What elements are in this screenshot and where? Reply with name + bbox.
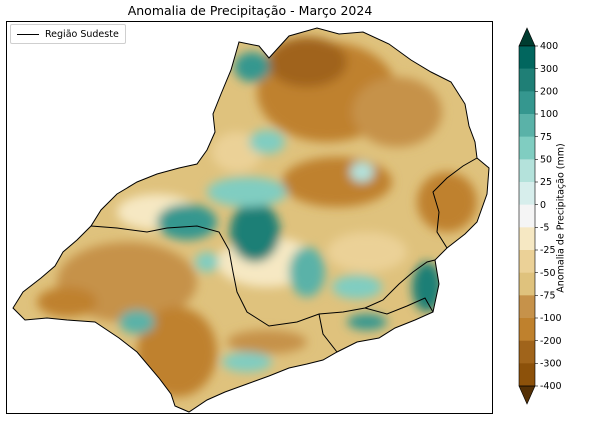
colorbar-ticks: 400 300 200 100 75 50 25 0 -5 -25 -50 -75 -100 -200 -3… bbox=[535, 41, 562, 392]
colorbar-band bbox=[519, 227, 535, 251]
colorbar-band bbox=[519, 68, 535, 92]
colorbar-outline bbox=[518, 45, 536, 387]
colorbar-tick-label: -25 bbox=[540, 245, 556, 256]
map-title: Anomalia de Precipitação - Março 2024 bbox=[127, 3, 373, 18]
colorbar-band bbox=[519, 272, 535, 296]
state-borders bbox=[12, 27, 490, 413]
colorbar-tick-label: 25 bbox=[540, 177, 552, 188]
colorbar-band bbox=[519, 250, 535, 273]
colorbar-band bbox=[519, 340, 535, 364]
colorbar-tick-label: 50 bbox=[540, 155, 552, 166]
colorbar-band bbox=[519, 182, 535, 205]
colorbar-extend-max bbox=[518, 27, 536, 47]
colorbar-tick-label: 0 bbox=[540, 200, 546, 211]
colorbar-swatches bbox=[518, 27, 536, 405]
colorbar-tick-label: -200 bbox=[540, 336, 562, 347]
colorbar-tick-label: 400 bbox=[540, 41, 558, 52]
colorbar-band bbox=[519, 204, 535, 228]
colorbar-tick-label: 75 bbox=[540, 132, 552, 143]
colorbar: 400 300 200 100 75 50 25 0 -5 -25 -50 -75 -100 -200 -3… bbox=[518, 27, 562, 405]
colorbar-tick-label: 100 bbox=[540, 109, 558, 120]
colorbar-band bbox=[519, 91, 535, 115]
colorbar-tick-label: 300 bbox=[540, 64, 558, 75]
colorbar-tick-label: 200 bbox=[540, 87, 558, 98]
colorbar-band bbox=[519, 136, 535, 160]
colorbar-band bbox=[519, 363, 535, 387]
colorbar-band bbox=[519, 46, 535, 69]
colorbar-tick-label: -5 bbox=[540, 223, 549, 234]
border-line-swatch bbox=[17, 33, 39, 35]
colorbar-band bbox=[519, 295, 535, 319]
map-frame bbox=[6, 21, 493, 414]
precipitation-field bbox=[13, 28, 489, 412]
colorbar-tick-label: -100 bbox=[540, 313, 562, 324]
colorbar-tick-label: -75 bbox=[540, 291, 556, 302]
colorbar-tick-label: -400 bbox=[540, 381, 562, 392]
map-legend: Região Sudeste bbox=[10, 24, 126, 44]
legend-label: Região Sudeste bbox=[45, 28, 119, 40]
colorbar-extend-min bbox=[518, 385, 536, 405]
colorbar-band bbox=[519, 159, 535, 183]
colorbar-label: Anomalia de Precipitação (mm) bbox=[555, 143, 567, 293]
colorbar-band bbox=[519, 114, 535, 137]
colorbar-tick-label: -300 bbox=[540, 359, 562, 370]
colorbar-tick-label: -50 bbox=[540, 268, 556, 279]
colorbar-band bbox=[519, 318, 535, 341]
map-svg bbox=[12, 27, 490, 413]
